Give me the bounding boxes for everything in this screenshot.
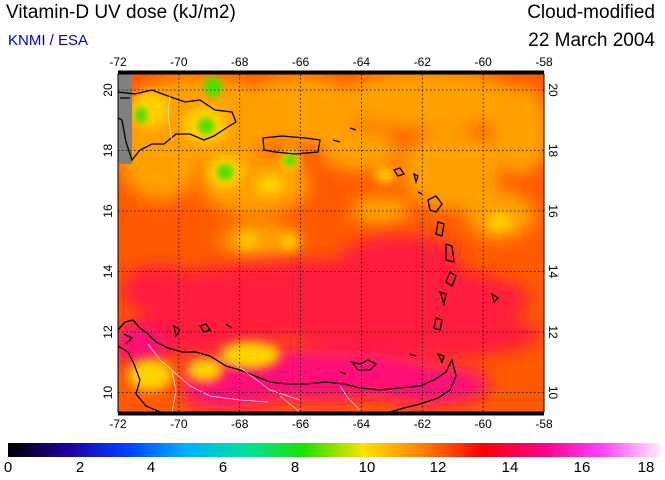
map-title: Vitamin-D UV dose (kJ/m2) bbox=[6, 2, 236, 23]
latitude-labels-right: 20 18 16 14 12 10 bbox=[546, 83, 560, 399]
lon-label-top: -60 bbox=[474, 55, 492, 69]
colorbar-label: 6 bbox=[218, 459, 228, 476]
lowest-dose-regions bbox=[135, 77, 296, 180]
lat-label-left: 20 bbox=[101, 83, 115, 97]
lat-label-left: 18 bbox=[101, 144, 115, 158]
date-label: 22 March 2004 bbox=[528, 30, 655, 51]
lat-label-right: 12 bbox=[546, 325, 560, 339]
latitude-labels-left: 20 18 16 14 12 10 bbox=[101, 83, 115, 399]
colorbar-label: 16 bbox=[573, 459, 591, 476]
lon-label-top: -66 bbox=[292, 55, 310, 69]
lon-label-top: -58 bbox=[535, 55, 553, 69]
lon-label-top: -64 bbox=[353, 55, 371, 69]
lat-label-left: 12 bbox=[101, 325, 115, 339]
lat-label-right: 18 bbox=[546, 144, 560, 158]
longitude-labels-top: -72 -70 -68 -66 -64 -62 -60 -58 bbox=[109, 55, 553, 69]
credit-label: KNMI / ESA bbox=[8, 32, 89, 49]
colorbar-label: 14 bbox=[501, 459, 519, 476]
longitude-labels-bottom: -72 -70 -68 -66 -64 -62 -60 -58 bbox=[109, 417, 553, 431]
colorbar-label: 2 bbox=[75, 459, 85, 476]
lon-label-top: -70 bbox=[170, 55, 188, 69]
lon-label-bottom: -58 bbox=[535, 417, 553, 431]
lon-label-top: -68 bbox=[231, 55, 249, 69]
lat-label-right: 16 bbox=[546, 204, 560, 218]
plot-frame bbox=[117, 73, 545, 413]
lat-label-left: 16 bbox=[101, 204, 115, 218]
lat-lon-grid bbox=[118, 74, 544, 412]
lon-label-bottom: -66 bbox=[292, 417, 310, 431]
lon-label-top: -72 bbox=[109, 55, 127, 69]
dose-field bbox=[118, 74, 544, 412]
dose-colorbar bbox=[8, 443, 660, 457]
coastlines bbox=[118, 89, 500, 412]
lat-label-right: 10 bbox=[546, 386, 560, 400]
high-dose-regions bbox=[120, 235, 540, 360]
mode-label: Cloud-modified bbox=[527, 2, 655, 23]
lon-label-top: -62 bbox=[414, 55, 432, 69]
lon-label-bottom: -64 bbox=[353, 417, 371, 431]
lat-label-right: 20 bbox=[546, 83, 560, 97]
no-data-region bbox=[118, 74, 132, 164]
colorbar-label: 18 bbox=[637, 459, 655, 476]
uv-dose-map: -72 -70 -68 -66 -64 -62 -60 -58 -72 -70 … bbox=[101, 55, 560, 431]
lon-label-bottom: -60 bbox=[474, 417, 492, 431]
lon-label-bottom: -70 bbox=[170, 417, 188, 431]
colorbar-label: 10 bbox=[358, 459, 376, 476]
colorbar-label: 8 bbox=[290, 459, 300, 476]
frame-scale-bar bbox=[118, 70, 544, 416]
lon-label-bottom: -72 bbox=[109, 417, 127, 431]
colorbar-label: 4 bbox=[146, 459, 156, 476]
lon-label-bottom: -62 bbox=[414, 417, 432, 431]
colorbar-label: 0 bbox=[3, 459, 13, 476]
colorbar-label: 12 bbox=[429, 459, 447, 476]
lon-label-bottom: -68 bbox=[231, 417, 249, 431]
lat-label-left: 10 bbox=[101, 386, 115, 400]
lat-label-right: 14 bbox=[546, 265, 560, 279]
lat-label-left: 14 bbox=[101, 265, 115, 279]
